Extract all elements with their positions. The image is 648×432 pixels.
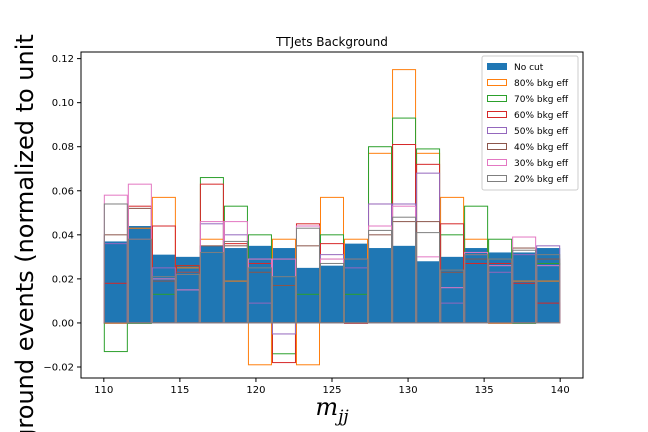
bar: [223, 248, 248, 323]
y-tick-label: 0.10: [52, 98, 74, 109]
bin-outline: [151, 276, 176, 324]
x-tick-label: 140: [551, 385, 570, 396]
bar: [103, 241, 128, 323]
legend-item: 80% bkg eff: [487, 79, 569, 89]
x-tick-label: 125: [322, 385, 341, 396]
legend-label: 20% bkg eff: [514, 175, 569, 185]
y-tick-label: 0.12: [52, 54, 74, 65]
bin-outline: [127, 238, 152, 324]
bar: [512, 252, 537, 323]
x-tick-label: 120: [246, 385, 265, 396]
x-axis-label-sub: jj: [334, 407, 349, 427]
legend-label: No cut: [514, 63, 544, 73]
bin-outline: [295, 227, 320, 324]
bin-outline: [271, 322, 296, 355]
bar: [488, 252, 513, 323]
bar: [199, 245, 224, 323]
bar: [247, 245, 272, 323]
bin-outline: [319, 262, 345, 324]
bin-outline: [175, 273, 200, 324]
bin-outline: [103, 322, 128, 353]
legend-swatch: [487, 127, 507, 134]
legend-swatch: [487, 63, 507, 70]
bin-outline: [271, 322, 296, 335]
y-tick-label: −0.02: [43, 362, 74, 373]
series-no-cut: [103, 226, 561, 323]
legend-swatch: [487, 79, 507, 86]
ticks: 110 115 120 125 130 135 140 −0.02 0.00 0.02 0.04 0.…: [43, 54, 569, 396]
bin-outline: [440, 269, 465, 324]
x-axis-label-main: m: [315, 393, 338, 421]
y-tick-label: 0.08: [52, 142, 74, 153]
bar: [344, 243, 369, 323]
legend: No cut 80% bkg eff 70% bkg eff 60% bkg eff 5…: [481, 55, 579, 191]
legend-label: 50% bkg eff: [514, 127, 569, 137]
bar: [295, 267, 320, 323]
bin-outline: [199, 251, 224, 324]
legend-item: No cut: [487, 63, 544, 73]
legend-label: 40% bkg eff: [514, 143, 569, 153]
chart-title: TTJets Background: [275, 35, 388, 49]
legend-label: 80% bkg eff: [514, 79, 569, 89]
bin-outline: [344, 258, 369, 324]
bar: [536, 248, 561, 323]
series-20-bkg-eff: [103, 203, 561, 324]
legend-item: 70% bkg eff: [487, 95, 569, 105]
x-tick-label: 135: [475, 385, 494, 396]
x-axis-label: mjj: [315, 393, 349, 427]
legend-swatch: [487, 111, 507, 118]
bar: [440, 256, 465, 323]
bin-outline: [103, 203, 128, 324]
legend-label: 30% bkg eff: [514, 159, 569, 169]
legend-swatch: [487, 143, 507, 150]
legend-item: 20% bkg eff: [487, 175, 569, 185]
bar: [392, 245, 417, 323]
bin-outline: [271, 322, 296, 364]
bar: [151, 254, 176, 323]
legend-label: 60% bkg eff: [514, 111, 569, 121]
bin-outline: [392, 216, 417, 324]
y-axis-label: ground events (normalized to unit: [11, 34, 39, 432]
legend-swatch: [487, 175, 507, 182]
x-tick-label: 110: [94, 385, 113, 396]
bin-outline: [295, 322, 320, 366]
bar: [416, 261, 441, 323]
y-tick-label: 0.06: [52, 186, 74, 197]
bin-outline: [247, 267, 272, 324]
bin-outline: [368, 229, 393, 324]
legend-item: 40% bkg eff: [487, 143, 569, 153]
legend-label: 70% bkg eff: [514, 95, 569, 105]
legend-swatch: [487, 159, 507, 166]
bar: [464, 248, 489, 323]
bin-outline: [223, 240, 248, 324]
y-tick-label: 0.04: [52, 230, 74, 241]
legend-swatch: [487, 95, 507, 102]
bin-outline: [512, 249, 537, 324]
y-tick-label: 0.00: [52, 318, 74, 329]
bin-outline: [488, 258, 513, 324]
bin-outline: [247, 322, 272, 366]
plot-area: [103, 69, 561, 366]
y-tick-label: 0.02: [52, 274, 74, 285]
bin-outline: [271, 276, 296, 324]
bin-outline: [536, 254, 561, 324]
legend-box: [481, 55, 579, 191]
bar: [127, 226, 152, 323]
x-tick-label: 130: [399, 385, 418, 396]
bar: [368, 248, 393, 323]
legend-item: 30% bkg eff: [487, 159, 569, 169]
bin-outline: [416, 232, 441, 324]
legend-item: 50% bkg eff: [487, 127, 569, 137]
bar: [319, 265, 345, 323]
x-tick-label: 115: [170, 385, 189, 396]
legend-item: 60% bkg eff: [487, 111, 569, 121]
bin-outline: [464, 254, 489, 324]
